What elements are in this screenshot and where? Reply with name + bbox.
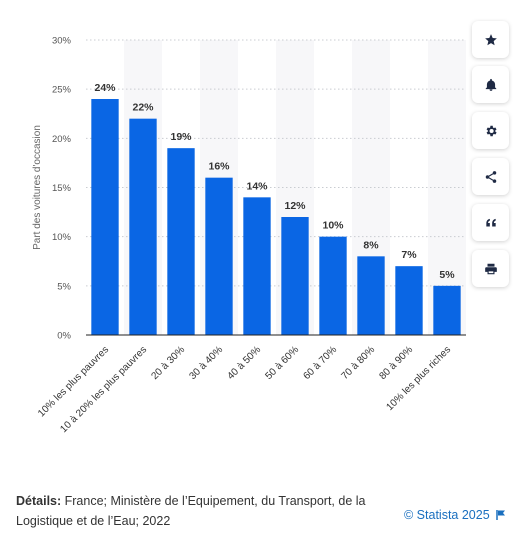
- x-tick-label: 40 à 50%: [225, 344, 263, 382]
- notification-button[interactable]: [472, 66, 509, 103]
- value-label: 16%: [208, 161, 230, 173]
- value-label: 5%: [439, 269, 455, 281]
- flag-icon: [495, 510, 505, 520]
- bell-icon: [485, 78, 496, 91]
- y-axis-ticks: 0% 5% 10% 15% 20% 25% 30%: [52, 36, 72, 342]
- details-label: Détails:: [16, 494, 62, 508]
- bar: [281, 217, 309, 335]
- value-label: 7%: [401, 249, 417, 261]
- copyright-link[interactable]: © Statista 2025: [404, 508, 506, 522]
- x-tick-label: 70 à 80%: [339, 344, 377, 382]
- settings-button[interactable]: [472, 112, 509, 149]
- bar-chart: 0% 5% 10% 15% 20% 25% 30% 24% 22% 19% 16% 14% 12% 10…: [32, 36, 466, 435]
- bar: [433, 285, 461, 335]
- copyright-text: © Statista 2025: [404, 508, 490, 522]
- value-labels: 24% 22% 19% 16% 14% 12% 10% 8% 7% 5%: [94, 82, 455, 281]
- y-tick-label: 20%: [52, 134, 72, 145]
- y-tick-label: 30%: [52, 36, 72, 47]
- x-tick-label: 10% les plus riches: [384, 344, 453, 413]
- value-label: 10%: [322, 220, 344, 232]
- favorite-button[interactable]: [472, 21, 509, 58]
- details-text: France; Ministère de l’Equipement, du Tr…: [16, 494, 366, 528]
- star-icon: [484, 33, 497, 45]
- y-tick-label: 5%: [57, 281, 71, 292]
- quote-icon: [485, 218, 496, 226]
- printer-icon: [484, 263, 497, 274]
- x-tick-label: 20 à 30%: [149, 344, 187, 382]
- bar: [357, 256, 385, 335]
- source-details: Détails: France; Ministère de l’Equipeme…: [16, 491, 376, 531]
- x-tick-label: 80 à 90%: [377, 344, 415, 382]
- share-icon: [485, 170, 496, 183]
- bar: [129, 118, 157, 336]
- y-tick-label: 15%: [52, 183, 72, 194]
- bar: [395, 266, 423, 335]
- x-tick-label: 30 à 40%: [187, 344, 225, 382]
- bar: [91, 99, 119, 335]
- gear-icon: [486, 125, 497, 136]
- share-button[interactable]: [472, 158, 509, 195]
- bar: [319, 236, 347, 335]
- bar: [243, 197, 271, 335]
- bars: [91, 99, 461, 336]
- value-label: 22%: [132, 102, 154, 114]
- value-label: 24%: [94, 82, 116, 94]
- bar: [205, 177, 233, 335]
- value-label: 14%: [246, 180, 268, 192]
- value-label: 8%: [363, 239, 379, 251]
- value-label: 12%: [284, 200, 306, 212]
- bar: [167, 148, 195, 335]
- value-label: 19%: [170, 131, 192, 143]
- x-tick-label: 10% les plus pauvres: [36, 344, 111, 419]
- y-tick-label: 25%: [52, 85, 72, 96]
- y-tick-label: 0%: [57, 331, 71, 342]
- y-tick-label: 10%: [52, 232, 72, 243]
- x-tick-label: 50 à 60%: [263, 344, 301, 382]
- print-button[interactable]: [472, 250, 509, 287]
- cite-button[interactable]: [472, 204, 509, 241]
- y-axis-label: Part des voitures d'occasion: [32, 125, 43, 250]
- x-tick-label: 60 à 70%: [301, 344, 339, 382]
